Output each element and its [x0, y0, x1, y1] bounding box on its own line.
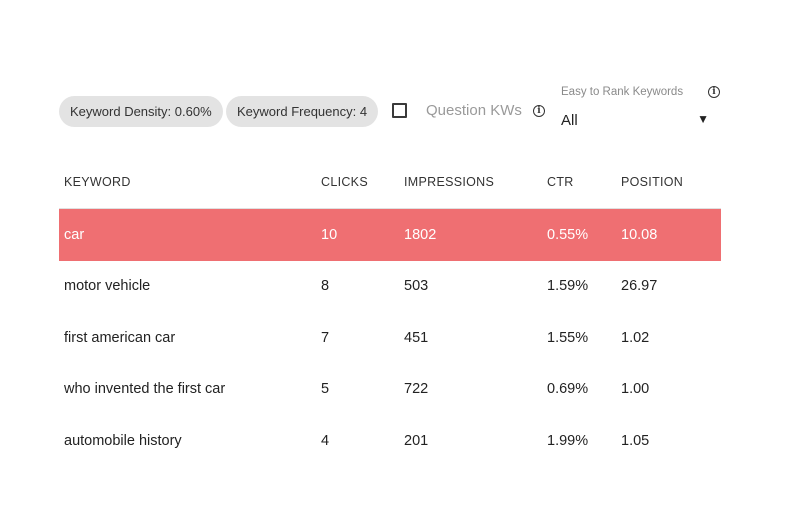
position-cell: 1.05 — [621, 432, 650, 449]
column-header-keyword[interactable]: KEYWORD — [64, 175, 131, 189]
impressions-cell: 722 — [404, 381, 429, 398]
keyword-cell: car — [64, 226, 85, 243]
easy-to-rank-label: Easy to Rank Keywords — [561, 86, 684, 98]
clicks-cell: 10 — [321, 226, 338, 243]
clicks-cell: 8 — [321, 278, 330, 295]
position-cell: 1.00 — [621, 381, 650, 398]
keyword-density-chip[interactable]: Keyword Density: 0.60% — [59, 96, 223, 127]
table-row[interactable]: motor vehicle 8 503 1.59% 26.97 — [59, 261, 721, 313]
question-kws-toggle[interactable]: Question KWs — [392, 102, 522, 119]
ctr-cell: 1.55% — [547, 329, 589, 346]
table-row[interactable]: first american car 7 451 1.55% 1.02 — [59, 312, 721, 364]
ctr-cell: 1.99% — [547, 432, 589, 449]
impressions-cell: 1802 — [404, 226, 437, 243]
table-row-selected[interactable]: car 10 1802 0.55% 10.08 — [59, 209, 721, 261]
column-header-ctr[interactable]: CTR — [547, 175, 574, 189]
keyword-cell: first american car — [64, 329, 176, 346]
keyword-cell: motor vehicle — [64, 278, 151, 295]
easy-to-rank-select[interactable]: All ▼ — [561, 110, 709, 130]
easy-to-rank-value: All — [561, 112, 578, 129]
ctr-cell: 1.59% — [547, 278, 589, 295]
table-header: KEYWORD CLICKS IMPRESSIONS CTR POSITION — [59, 156, 721, 209]
question-kws-info-icon[interactable]: i — [533, 105, 545, 117]
position-cell: 1.02 — [621, 329, 650, 346]
clicks-cell: 7 — [321, 329, 330, 346]
question-kws-checkbox[interactable] — [392, 103, 407, 118]
keyword-cell: automobile history — [64, 432, 182, 449]
column-header-impressions[interactable]: IMPRESSIONS — [404, 175, 495, 189]
question-kws-label: Question KWs — [426, 102, 522, 119]
column-header-position[interactable]: POSITION — [621, 175, 684, 189]
impressions-cell: 451 — [404, 329, 429, 346]
impressions-cell: 201 — [404, 432, 429, 449]
table-row[interactable]: automobile history 4 201 1.99% 1.05 — [59, 415, 721, 467]
keyword-table: KEYWORD CLICKS IMPRESSIONS CTR POSITION … — [59, 156, 721, 467]
keyword-cell: who invented the first car — [64, 381, 226, 398]
ctr-cell: 0.69% — [547, 381, 589, 398]
dropdown-arrow-icon[interactable]: ▼ — [697, 112, 709, 126]
keyword-frequency-chip[interactable]: Keyword Frequency: 4 — [226, 96, 379, 127]
clicks-cell: 4 — [321, 432, 330, 449]
position-cell: 10.08 — [621, 226, 658, 243]
clicks-cell: 5 — [321, 381, 330, 398]
easy-to-rank-info-icon[interactable]: i — [708, 86, 720, 98]
ctr-cell: 0.55% — [547, 226, 589, 243]
impressions-cell: 503 — [404, 278, 429, 295]
table-row[interactable]: who invented the first car 5 722 0.69% 1… — [59, 364, 721, 416]
position-cell: 26.97 — [621, 278, 658, 295]
column-header-clicks[interactable]: CLICKS — [321, 175, 368, 189]
